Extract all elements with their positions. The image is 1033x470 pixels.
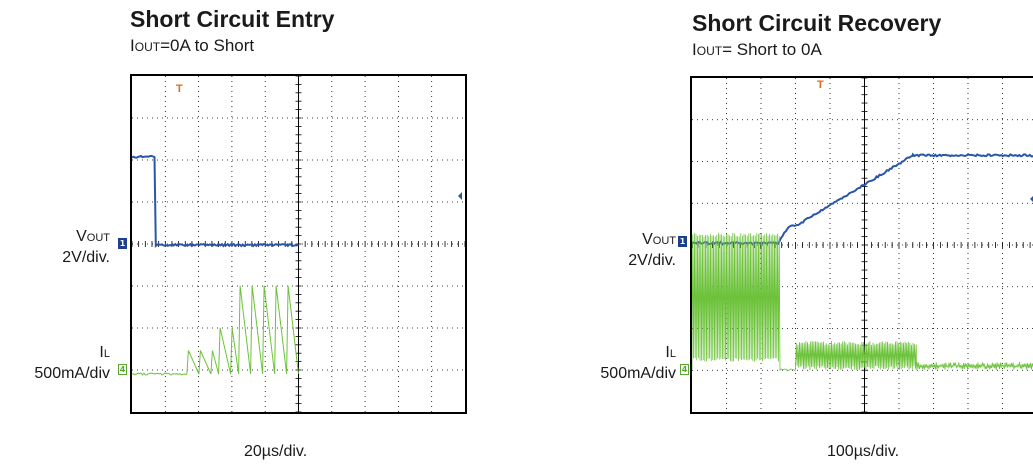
vout-scale: 2V/div.	[628, 251, 676, 270]
panel-recovery: Short Circuit Recovery IOUT= Short to 0A…	[520, 0, 1033, 470]
ch1-marker: 1	[118, 238, 127, 249]
series-vout	[692, 154, 1033, 244]
subtitle-rest: =0A to Short	[160, 36, 254, 55]
scope-plot	[132, 76, 465, 412]
chart-title: Short Circuit Recovery	[692, 10, 941, 37]
vout-label-sub: OUT	[87, 232, 110, 244]
trigger-marker: T	[817, 80, 824, 91]
series-il	[132, 286, 299, 375]
subtitle-rest: = Short to 0A	[722, 40, 822, 59]
il-label-sub: L	[670, 348, 676, 360]
timebase-label: 100µs/div.	[827, 443, 899, 461]
vout-label-main: V	[76, 228, 87, 245]
ch4-marker: 4	[680, 364, 689, 375]
scope-plot	[692, 78, 1033, 412]
scope-screen	[690, 76, 1033, 414]
series-vout	[132, 156, 298, 246]
vout-scale: 2V/div.	[62, 248, 110, 267]
ch4-marker: 4	[118, 364, 127, 375]
il-scale: 500mA/div	[600, 364, 676, 383]
trigger-marker: T	[176, 84, 183, 95]
subtitle-sub: OUT	[697, 44, 722, 58]
subtitle-sub: OUT	[135, 40, 160, 54]
il-label-sub: L	[104, 348, 110, 360]
chart-subtitle: IOUT=0A to Short	[130, 36, 254, 56]
vout-label-sub: OUT	[653, 235, 676, 247]
il-scale: 500mA/div	[34, 364, 110, 383]
vout-label: VOUT 2V/div.	[628, 230, 676, 270]
ch1-marker: 1	[678, 236, 687, 247]
vout-label: VOUT 2V/div.	[62, 227, 110, 267]
chart-subtitle: IOUT= Short to 0A	[692, 40, 822, 60]
ch1-offset-arrow	[458, 192, 462, 200]
il-label: IL 500mA/div	[34, 343, 110, 383]
panel-entry: Short Circuit Entry IOUT=0A to Short VOU…	[0, 0, 500, 470]
il-label: IL 500mA/div	[600, 343, 676, 383]
chart-title: Short Circuit Entry	[130, 6, 334, 33]
scope-screen	[130, 74, 467, 414]
vout-label-main: V	[642, 231, 653, 248]
timebase-label: 20µs/div.	[244, 443, 307, 461]
